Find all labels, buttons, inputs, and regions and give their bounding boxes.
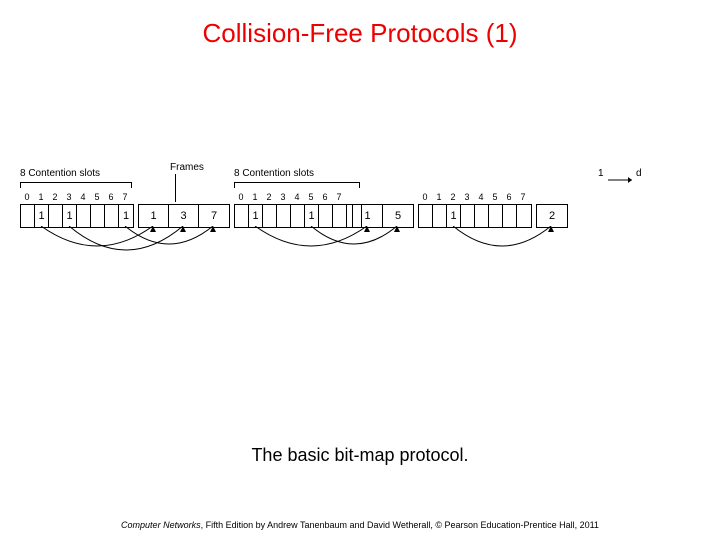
cell (263, 205, 277, 227)
cell: 1 (35, 205, 49, 227)
cell: 5 (383, 205, 413, 227)
page-title: Collision-Free Protocols (1) (0, 18, 720, 49)
footer-book-title: Computer Networks (121, 520, 201, 530)
cell: 3 (169, 205, 199, 227)
cell (235, 205, 249, 227)
cell (91, 205, 105, 227)
cell: 7 (199, 205, 229, 227)
boxes-row: 1 (418, 204, 532, 228)
cell (517, 205, 531, 227)
cell (461, 205, 475, 227)
cell: 1 (249, 205, 263, 227)
boxes-row: 137 (138, 204, 230, 228)
cell: 2 (537, 205, 567, 227)
gap-arrow (20, 174, 700, 204)
cell: 1 (139, 205, 169, 227)
cell (475, 205, 489, 227)
cell: 1 (63, 205, 77, 227)
cell (277, 205, 291, 227)
cell (433, 205, 447, 227)
cell (49, 205, 63, 227)
cell (21, 205, 35, 227)
boxes-row: 15 (352, 204, 414, 228)
footer-rest: , Fifth Edition by Andrew Tanenbaum and … (201, 520, 599, 530)
cell: 1 (305, 205, 319, 227)
cell (77, 205, 91, 227)
bitmap-diagram: 8 Contention slots01234567111Frames1378 … (20, 190, 700, 310)
cell (503, 205, 517, 227)
cell: 1 (447, 205, 461, 227)
cell (291, 205, 305, 227)
cell (419, 205, 433, 227)
boxes-row: 11 (234, 204, 362, 228)
boxes-row: 111 (20, 204, 134, 228)
cell (489, 205, 503, 227)
boxes-row: 2 (536, 204, 568, 228)
cell: 1 (353, 205, 383, 227)
arc-arrows (20, 226, 700, 286)
cell (105, 205, 119, 227)
diagram-caption: The basic bit-map protocol. (0, 445, 720, 466)
group-label-frames-label: Frames (170, 162, 204, 173)
footer-citation: Computer Networks, Fifth Edition by Andr… (0, 520, 720, 530)
cell (333, 205, 347, 227)
cell (319, 205, 333, 227)
cell: 1 (119, 205, 133, 227)
